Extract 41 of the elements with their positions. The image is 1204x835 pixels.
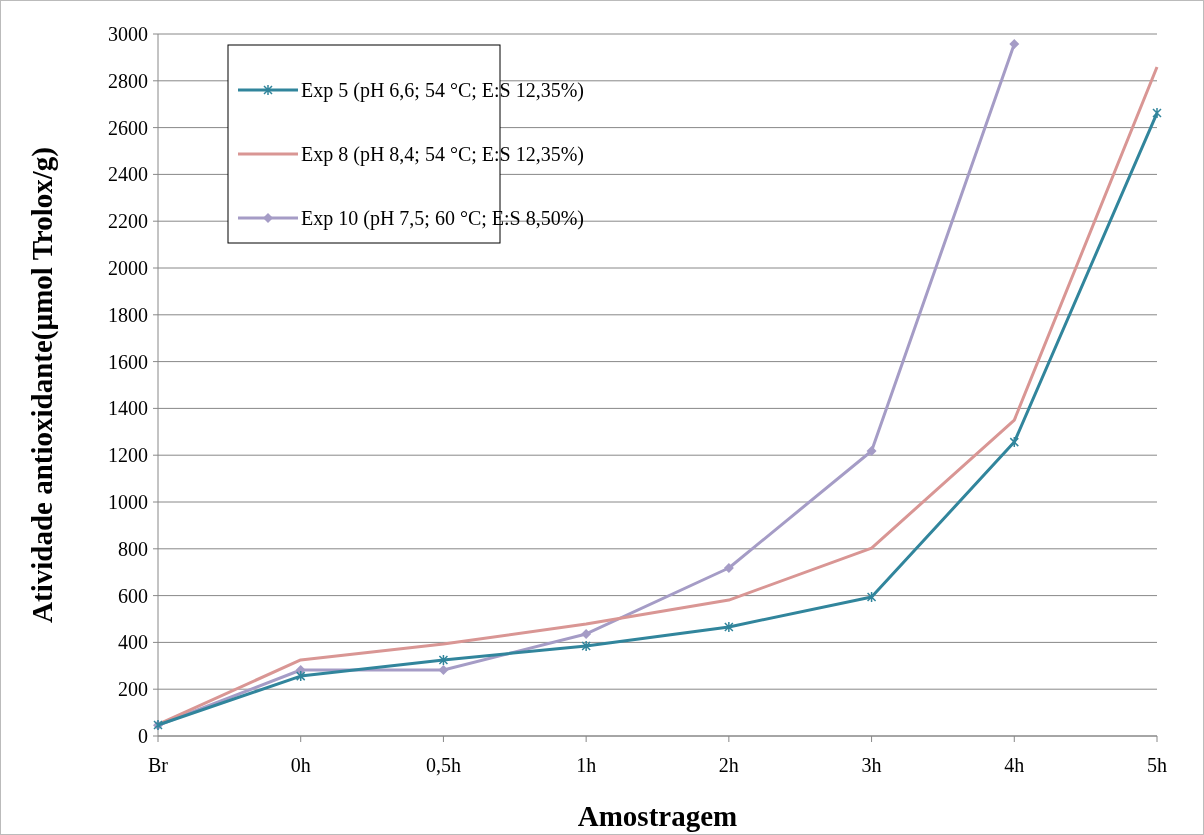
x-tick-label: 1h xyxy=(576,754,597,776)
x-tick-label: 0h xyxy=(290,754,311,776)
y-tick-label: 2400 xyxy=(108,163,148,186)
legend-label: Exp 8 (pH 8,4; 54 °C; E:S 12,35%) xyxy=(301,143,584,166)
y-tick-label: 1800 xyxy=(108,303,148,326)
x-axis-title: Amostragem xyxy=(577,800,738,832)
legend-label: Exp 5 (pH 6,6; 54 °C; E:S 12,35%) xyxy=(301,79,584,102)
point xyxy=(581,628,592,639)
y-tick-label: 400 xyxy=(118,631,148,654)
x-tick-label: 3h xyxy=(861,754,882,776)
y-tick-label: 800 xyxy=(118,537,148,560)
x-tick-label: 4h xyxy=(1004,754,1025,776)
y-tick-label: 1000 xyxy=(108,491,148,513)
y-tick-label: 3000 xyxy=(108,23,148,45)
point xyxy=(866,591,877,603)
x-tick-label: 5h xyxy=(1147,754,1167,776)
point xyxy=(438,665,449,676)
point xyxy=(1152,107,1162,119)
y-tick-label: 2600 xyxy=(108,116,148,139)
x-tick-label: Br xyxy=(148,754,169,776)
y-tick-label: 2000 xyxy=(108,257,148,279)
y-tick-label: 0 xyxy=(138,725,148,747)
point xyxy=(1009,39,1020,50)
point xyxy=(581,640,591,652)
point xyxy=(438,654,449,666)
point xyxy=(295,670,306,682)
point xyxy=(1009,436,1020,448)
x-tick-label: 0,5h xyxy=(425,754,461,776)
y-tick-label: 2200 xyxy=(108,210,148,233)
x-tick-label: 2h xyxy=(718,754,739,776)
y-tick-label: 2800 xyxy=(108,69,148,92)
point xyxy=(866,445,877,456)
legend-label: Exp 10 (pH 7,5; 60 °C; E:S 8,50%) xyxy=(301,207,584,230)
point xyxy=(723,562,734,573)
y-tick-label: 1600 xyxy=(108,350,148,373)
y-tick-label: 1200 xyxy=(108,444,148,467)
y-tick-label: 600 xyxy=(118,584,148,607)
point xyxy=(724,621,734,633)
y-tick-label: 1400 xyxy=(108,397,148,420)
y-axis-title: Atividade antioxidante(µmol Trolox/g) xyxy=(26,147,59,623)
y-tick-label: 200 xyxy=(118,678,148,701)
